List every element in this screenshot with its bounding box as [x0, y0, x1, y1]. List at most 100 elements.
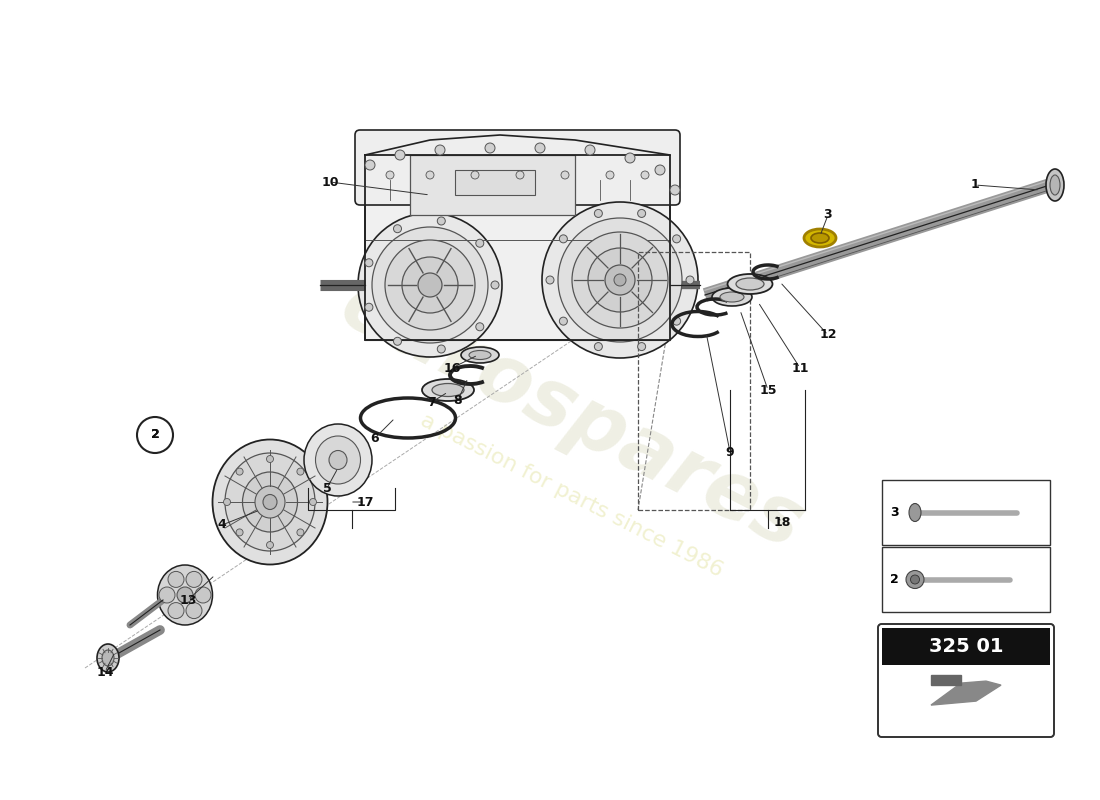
Ellipse shape: [316, 436, 361, 484]
Bar: [882, 628, 1050, 665]
Circle shape: [654, 165, 666, 175]
Circle shape: [672, 235, 681, 243]
Ellipse shape: [168, 571, 184, 587]
Circle shape: [606, 171, 614, 179]
Ellipse shape: [195, 587, 211, 603]
Circle shape: [625, 153, 635, 163]
Ellipse shape: [97, 644, 119, 672]
Text: 14: 14: [97, 666, 113, 678]
Text: 2: 2: [890, 573, 899, 586]
Circle shape: [686, 276, 694, 284]
Circle shape: [385, 240, 475, 330]
Ellipse shape: [242, 472, 297, 532]
Circle shape: [372, 227, 488, 343]
Bar: [410, 155, 575, 215]
Circle shape: [476, 239, 484, 247]
Circle shape: [297, 529, 304, 536]
Ellipse shape: [1046, 169, 1064, 201]
Ellipse shape: [212, 439, 328, 565]
Circle shape: [471, 171, 478, 179]
Circle shape: [223, 498, 231, 506]
Text: 2: 2: [151, 429, 160, 442]
Text: 8: 8: [453, 394, 462, 406]
Circle shape: [594, 342, 603, 350]
Ellipse shape: [432, 383, 464, 397]
Text: 7: 7: [428, 395, 437, 409]
Ellipse shape: [255, 486, 285, 518]
Circle shape: [394, 338, 402, 346]
Text: 325 01: 325 01: [928, 637, 1003, 656]
Ellipse shape: [712, 288, 752, 306]
Text: 10: 10: [321, 175, 339, 189]
Text: 5: 5: [322, 482, 331, 494]
Bar: [882, 547, 1050, 612]
Circle shape: [426, 171, 434, 179]
Text: 13: 13: [179, 594, 197, 606]
Circle shape: [438, 217, 446, 225]
Ellipse shape: [160, 587, 175, 603]
Ellipse shape: [304, 424, 372, 496]
Ellipse shape: [157, 565, 212, 625]
Ellipse shape: [727, 274, 772, 294]
Circle shape: [561, 171, 569, 179]
Circle shape: [560, 317, 568, 325]
Circle shape: [560, 235, 568, 243]
Text: 12: 12: [820, 329, 837, 342]
Ellipse shape: [186, 602, 202, 618]
Ellipse shape: [461, 347, 499, 363]
Bar: [455, 170, 535, 195]
Ellipse shape: [1050, 175, 1060, 195]
Polygon shape: [931, 681, 1001, 705]
Circle shape: [177, 587, 192, 603]
Ellipse shape: [102, 650, 114, 666]
Circle shape: [386, 171, 394, 179]
Ellipse shape: [736, 278, 764, 290]
Ellipse shape: [469, 350, 491, 359]
FancyBboxPatch shape: [878, 624, 1054, 737]
Circle shape: [558, 218, 682, 342]
Text: 4: 4: [218, 518, 227, 531]
Text: 16: 16: [443, 362, 461, 374]
Circle shape: [491, 281, 499, 289]
Circle shape: [365, 160, 375, 170]
Circle shape: [418, 273, 442, 297]
Text: 15: 15: [759, 383, 777, 397]
Circle shape: [485, 143, 495, 153]
Circle shape: [672, 317, 681, 325]
Circle shape: [638, 210, 646, 218]
Text: 3: 3: [824, 209, 833, 222]
Circle shape: [365, 258, 373, 266]
Circle shape: [438, 345, 446, 353]
Circle shape: [535, 143, 544, 153]
Circle shape: [638, 342, 646, 350]
Ellipse shape: [168, 602, 184, 618]
Bar: [365, 140, 670, 340]
Text: eurospares: eurospares: [328, 266, 816, 566]
Ellipse shape: [720, 292, 744, 302]
Bar: [638, 252, 750, 510]
Circle shape: [585, 145, 595, 155]
Circle shape: [138, 417, 173, 453]
Circle shape: [605, 265, 635, 295]
Circle shape: [365, 303, 373, 311]
Circle shape: [542, 202, 698, 358]
Circle shape: [594, 210, 603, 218]
Text: 17: 17: [356, 495, 374, 509]
Circle shape: [670, 185, 680, 195]
Ellipse shape: [804, 229, 836, 247]
Circle shape: [641, 171, 649, 179]
Circle shape: [434, 145, 446, 155]
Text: a passion for parts since 1986: a passion for parts since 1986: [417, 410, 727, 582]
Circle shape: [266, 542, 274, 549]
Circle shape: [236, 529, 243, 536]
Polygon shape: [931, 675, 961, 685]
Bar: [882, 480, 1050, 545]
FancyBboxPatch shape: [355, 130, 680, 205]
Circle shape: [516, 171, 524, 179]
Ellipse shape: [909, 503, 921, 522]
Ellipse shape: [329, 450, 346, 470]
Circle shape: [402, 257, 458, 313]
Ellipse shape: [263, 494, 277, 510]
Circle shape: [572, 232, 668, 328]
Text: 6: 6: [371, 431, 380, 445]
